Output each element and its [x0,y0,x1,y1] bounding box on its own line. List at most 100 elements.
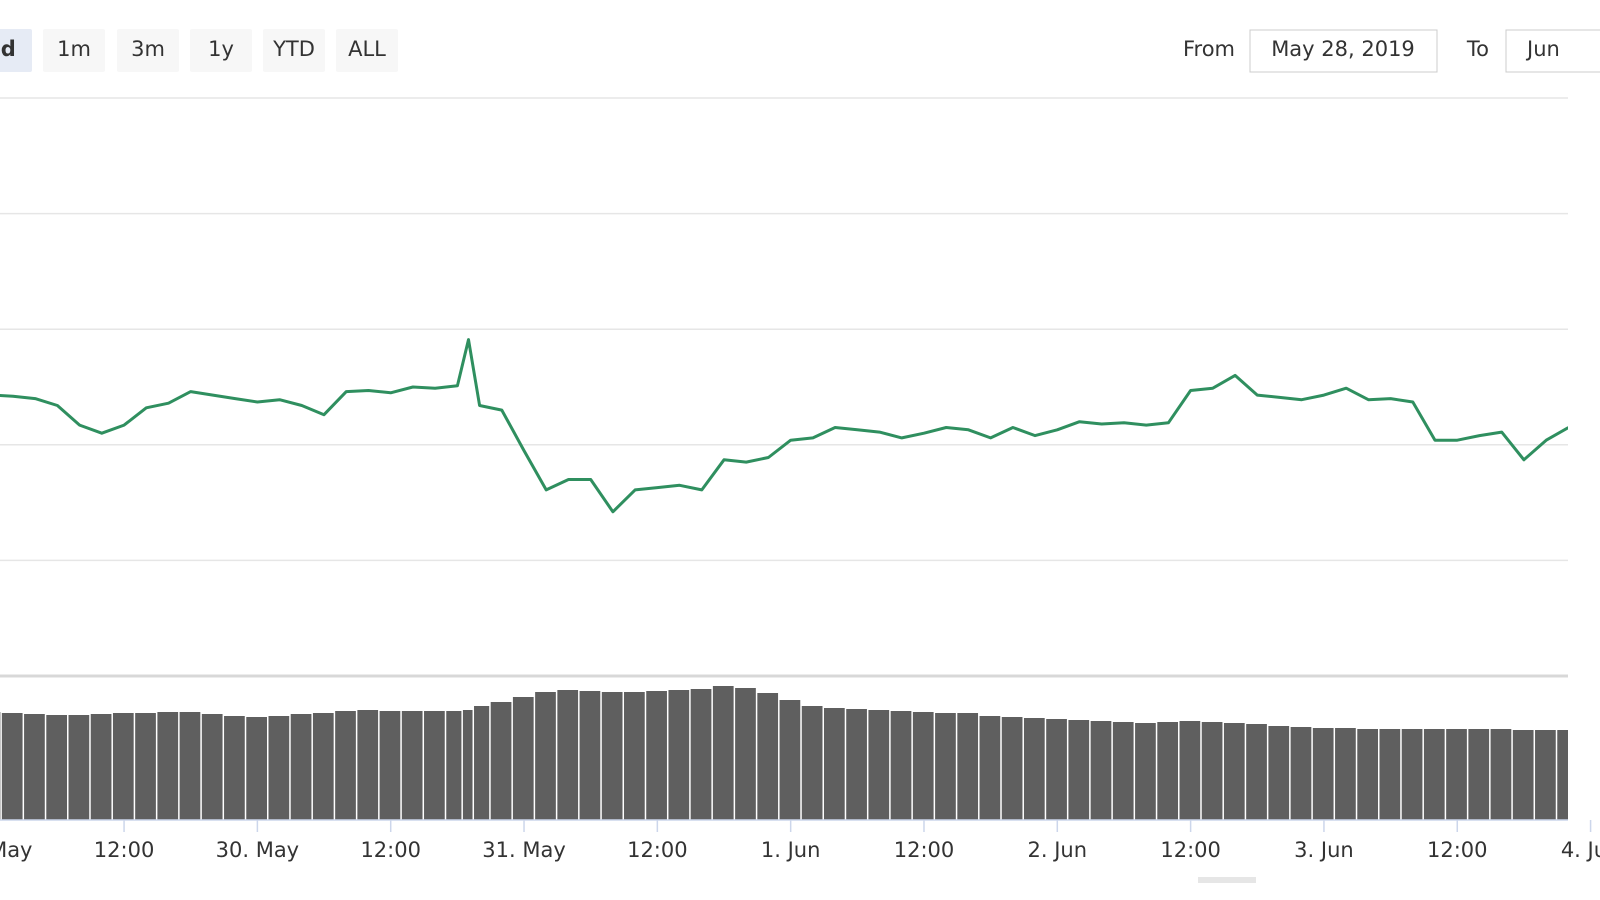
volume-bar [557,690,579,820]
x-tick-label: 12:00 [94,838,155,862]
volume-bar [1201,722,1223,820]
volume-bar [823,708,845,820]
volume-bar [1,713,23,820]
volume-bar [868,710,890,820]
volume-bar [735,688,756,820]
volume-bar [224,716,245,820]
volume-bar [1535,730,1556,820]
range-button-label: 1y [208,37,234,61]
range-button-label: YTD [272,37,315,61]
x-tick-label: 31. May [482,838,566,862]
volume-bar [1512,730,1534,820]
volume-bar [1246,724,1267,820]
volume-bar [1468,729,1490,820]
volume-bar [690,689,712,820]
volume-bar [268,716,290,820]
volume-bar [157,712,179,820]
volume-bar [290,714,312,820]
range-button[interactable] [43,29,105,72]
volume-bar [112,713,134,820]
volume-bar [1179,721,1201,820]
range-button-label: 7d [0,37,16,61]
range-button[interactable] [336,29,398,72]
volume-bar [1023,718,1045,820]
volume-bar [424,711,445,820]
volume-bar [579,691,601,820]
range-button-label: 3m [131,37,165,61]
x-tick-label: 12:00 [1427,838,1488,862]
x-tick-label: 2. Jun [1028,838,1088,862]
volume-bar [201,714,223,820]
volume-bar [712,686,734,820]
volume-bar [601,692,623,820]
volume-bar [1446,729,1467,820]
volume-bar [474,706,490,820]
volume-bar [68,715,90,820]
volume-bar [462,710,473,820]
volume-bar [357,710,379,820]
volume-bar [379,711,401,820]
volume-bar [401,711,423,820]
volume-bar [1423,729,1445,820]
scrollbar-thumb[interactable] [1198,877,1256,883]
volume-bar [24,714,45,820]
volume-bar [46,715,68,820]
volume-bar [1557,730,1568,820]
range-button[interactable] [263,29,325,72]
volume-bar [779,700,801,820]
price-line [0,338,1568,514]
volume-bar [1312,728,1334,820]
volume-bar [801,706,823,820]
volume-bar [1068,720,1090,820]
volume-bar [979,716,1001,820]
volume-bar [1001,717,1023,820]
x-tick-label: 29. May [0,838,32,862]
from-input[interactable] [1249,29,1438,73]
to-value: Jun [1525,37,1560,61]
range-button-label: ALL [348,37,386,61]
volume-bar [1379,729,1401,820]
volume-bar [90,714,112,820]
volume-bar [446,711,462,820]
x-tick-label: 1. Jun [761,838,821,862]
volume-bar [1090,721,1112,820]
range-button[interactable] [190,29,252,72]
volume-bar [312,713,334,820]
volume-bar [246,717,267,820]
range-button-label: 1m [57,37,91,61]
range-button[interactable] [0,29,32,72]
volume-bar [646,691,667,820]
volume-bar [535,692,556,820]
volume-bar [179,712,201,820]
range-button[interactable] [117,29,179,72]
volume-bar [1157,722,1179,820]
to-input[interactable] [1505,29,1600,73]
x-tick-label: 30. May [216,838,300,862]
volume-bar [1223,723,1245,820]
volume-bar [490,702,512,820]
volume-bar [935,713,956,820]
volume-bar [1046,719,1067,820]
volume-bar [335,711,356,820]
x-tick-label: 12:00 [1160,838,1221,862]
volume-bar [135,713,156,820]
to-label: To [1466,37,1489,61]
volume-bar [957,713,979,820]
x-tick-label: 12:00 [360,838,421,862]
x-tick-label: 3. Jun [1294,838,1354,862]
volume-bar [757,693,779,820]
x-tick-label: 12:00 [894,838,955,862]
volume-bar [1135,723,1156,820]
volume-bar [1335,728,1356,820]
volume-bar [1290,727,1312,820]
volume-bar [1112,722,1134,820]
volume-bar [512,697,534,820]
volume-bar [668,690,690,820]
volume-bar [624,692,645,820]
volume-bar [1401,729,1423,820]
from-label: From [1183,37,1235,61]
volume-bar [1490,729,1512,820]
volume-bar [846,709,867,820]
